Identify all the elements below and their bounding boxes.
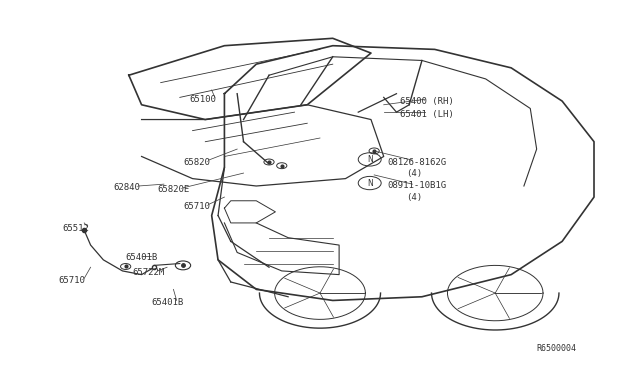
Text: 08126-8162G: 08126-8162G	[387, 157, 446, 167]
Text: N: N	[367, 155, 372, 164]
Text: 65820E: 65820E	[157, 185, 189, 194]
Text: R6500004: R6500004	[537, 344, 577, 353]
Text: 65512: 65512	[62, 224, 89, 233]
Text: 65400 (RH): 65400 (RH)	[399, 97, 453, 106]
Text: 65401B: 65401B	[151, 298, 184, 307]
Text: (4): (4)	[406, 193, 422, 202]
Text: 65710: 65710	[59, 276, 86, 285]
Text: 65401B: 65401B	[125, 253, 158, 263]
Text: 65401 (LH): 65401 (LH)	[399, 109, 453, 119]
Text: 65100: 65100	[189, 95, 216, 104]
Text: 65820: 65820	[183, 157, 210, 167]
Text: 65710: 65710	[183, 202, 210, 211]
Text: 65722M: 65722M	[132, 268, 164, 277]
Text: 08911-10B1G: 08911-10B1G	[387, 182, 446, 190]
Text: (4): (4)	[406, 169, 422, 177]
Text: N: N	[367, 179, 372, 187]
Text: 62840: 62840	[113, 183, 140, 192]
